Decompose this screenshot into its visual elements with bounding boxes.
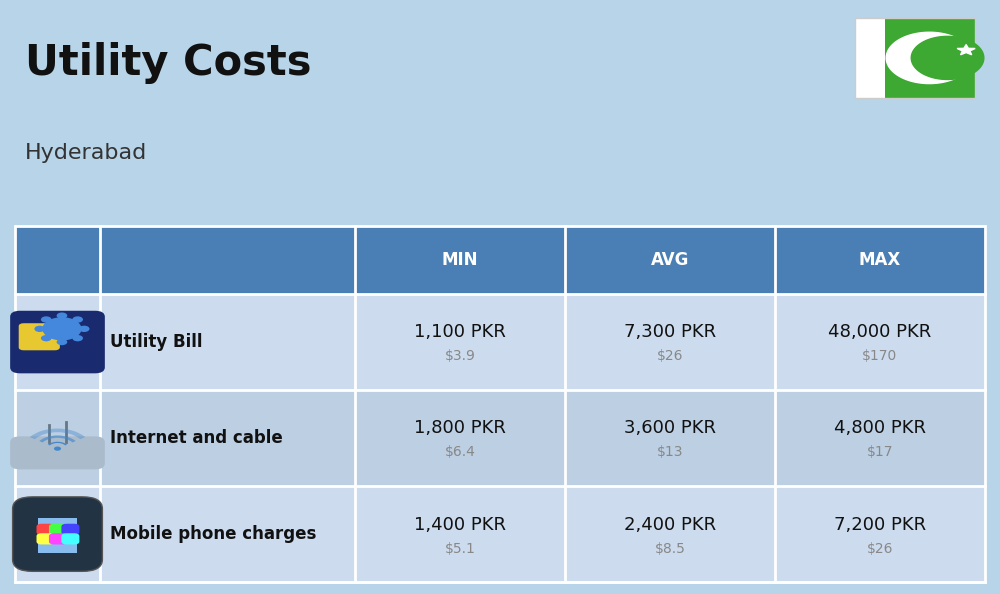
Text: $26: $26 — [657, 349, 683, 364]
Polygon shape — [886, 32, 973, 84]
Circle shape — [72, 317, 83, 323]
Circle shape — [34, 326, 45, 332]
Polygon shape — [911, 36, 984, 80]
FancyBboxPatch shape — [38, 518, 77, 552]
Text: $17: $17 — [867, 446, 893, 460]
FancyBboxPatch shape — [15, 294, 985, 390]
Text: Mobile phone charges: Mobile phone charges — [110, 525, 316, 543]
Circle shape — [72, 335, 83, 342]
Text: AVG: AVG — [651, 251, 689, 269]
FancyBboxPatch shape — [885, 18, 975, 98]
Text: MIN: MIN — [442, 251, 478, 269]
Text: 4,800 PKR: 4,800 PKR — [834, 419, 926, 437]
Wedge shape — [48, 442, 67, 446]
FancyBboxPatch shape — [49, 533, 67, 545]
FancyBboxPatch shape — [10, 437, 105, 469]
Wedge shape — [30, 428, 85, 439]
Text: 2,400 PKR: 2,400 PKR — [624, 516, 716, 533]
Text: Utility Costs: Utility Costs — [25, 42, 312, 84]
FancyBboxPatch shape — [61, 533, 79, 545]
Text: $26: $26 — [867, 542, 893, 555]
Text: 1,400 PKR: 1,400 PKR — [414, 516, 506, 533]
FancyBboxPatch shape — [61, 524, 79, 535]
Text: 1,800 PKR: 1,800 PKR — [414, 419, 506, 437]
Circle shape — [41, 317, 52, 323]
Text: $6.4: $6.4 — [445, 446, 475, 460]
Text: 7,300 PKR: 7,300 PKR — [624, 324, 716, 342]
FancyBboxPatch shape — [15, 226, 985, 294]
FancyBboxPatch shape — [15, 486, 985, 582]
FancyBboxPatch shape — [49, 524, 67, 535]
Text: $5.1: $5.1 — [445, 542, 475, 555]
Text: Hyderabad: Hyderabad — [25, 143, 147, 163]
Text: Internet and cable: Internet and cable — [110, 429, 283, 447]
FancyBboxPatch shape — [36, 533, 54, 545]
Text: 3,600 PKR: 3,600 PKR — [624, 419, 716, 437]
Circle shape — [57, 339, 67, 345]
Text: 7,200 PKR: 7,200 PKR — [834, 516, 926, 533]
FancyBboxPatch shape — [13, 497, 102, 571]
Text: $170: $170 — [862, 349, 898, 364]
Polygon shape — [957, 45, 975, 55]
Circle shape — [54, 447, 61, 451]
FancyBboxPatch shape — [855, 18, 885, 98]
Text: $13: $13 — [657, 446, 683, 460]
Circle shape — [42, 317, 82, 340]
Circle shape — [41, 335, 52, 342]
FancyBboxPatch shape — [19, 323, 60, 350]
Text: $8.5: $8.5 — [655, 542, 685, 555]
Wedge shape — [39, 435, 76, 443]
Text: 48,000 PKR: 48,000 PKR — [828, 324, 932, 342]
FancyBboxPatch shape — [10, 311, 105, 374]
Circle shape — [79, 326, 90, 332]
FancyBboxPatch shape — [36, 524, 54, 535]
Circle shape — [57, 312, 67, 319]
Text: 1,100 PKR: 1,100 PKR — [414, 324, 506, 342]
FancyBboxPatch shape — [15, 390, 985, 486]
Text: Utility Bill: Utility Bill — [110, 333, 202, 351]
Text: MAX: MAX — [859, 251, 901, 269]
Text: $3.9: $3.9 — [445, 349, 475, 364]
